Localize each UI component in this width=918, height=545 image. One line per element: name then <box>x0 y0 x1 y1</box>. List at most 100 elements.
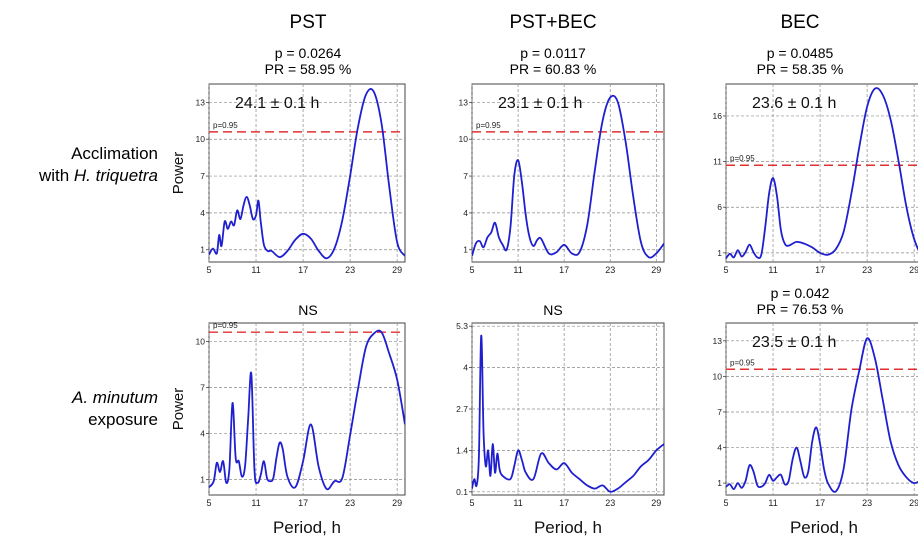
threshold-label: p=0.95 <box>730 154 755 163</box>
threshold-label: p=0.95 <box>213 121 238 130</box>
y-tick-label: 4 <box>463 363 468 373</box>
row-label-line: Acclimation <box>71 144 158 163</box>
x-tick-label: 11 <box>513 498 522 508</box>
pr-value: PR = 76.53 % <box>756 301 844 317</box>
x-axis-label: Period, h <box>790 518 858 537</box>
y-tick-label: 7 <box>200 171 205 181</box>
p-value: p = 0.0117 <box>520 45 586 61</box>
y-tick-label: 7 <box>717 407 722 417</box>
x-tick-label: 23 <box>862 265 872 275</box>
pr-value: PR = 60.83 % <box>509 61 597 77</box>
x-tick-label: 17 <box>559 498 569 508</box>
plot-frame <box>208 322 406 496</box>
row-label-line: A. minutum <box>0 387 158 409</box>
periodogram-panel: 5 11 17 23 29 1 4 7 10 13 p=0.95 24.1 ± 0.1 h Power <box>170 83 406 275</box>
power-curve <box>472 94 664 259</box>
x-tick-label: 5 <box>723 498 728 508</box>
column-title-pst-bec: PST+BEC <box>509 12 597 33</box>
y-tick-label: 11 <box>713 157 722 167</box>
threshold-label: p=0.95 <box>730 358 755 367</box>
y-axis-label: Power <box>170 152 187 195</box>
y-tick-label: 13 <box>459 97 469 107</box>
x-tick-label: 23 <box>345 498 355 508</box>
plot-frame <box>208 83 406 263</box>
x-tick-label: 11 <box>513 265 522 275</box>
species-name: H. triquetra <box>73 166 158 185</box>
y-tick-label: 1.4 <box>456 445 468 455</box>
x-tick-label: 5 <box>469 498 474 508</box>
x-tick-label: 23 <box>862 498 872 508</box>
period-estimate: 23.1 ± 0.1 h <box>498 95 582 112</box>
power-curve <box>472 334 664 493</box>
pr-value: PR = 58.35 % <box>756 61 844 77</box>
x-tick-label: 5 <box>723 265 728 275</box>
x-tick-label: 17 <box>559 265 569 275</box>
plot-frame <box>471 83 665 263</box>
x-tick-label: 5 <box>206 498 211 508</box>
threshold-label: p=0.95 <box>213 321 238 330</box>
y-tick-label: 2.7 <box>456 404 468 414</box>
y-tick-label: 0.1 <box>456 487 468 497</box>
ns-label: NS <box>298 302 318 318</box>
x-tick-label: 17 <box>815 498 825 508</box>
y-tick-label: 7 <box>200 383 205 393</box>
y-tick-label: 1 <box>717 248 722 258</box>
x-tick-label: 5 <box>206 265 211 275</box>
y-tick-label: 13 <box>713 336 723 346</box>
pr-value: PR = 58.95 % <box>264 61 352 77</box>
y-tick-label: 1 <box>717 478 722 488</box>
p-value: p = 0.0264 <box>274 45 342 61</box>
power-curve <box>209 329 405 491</box>
period-estimate: 23.6 ± 0.1 h <box>752 95 836 112</box>
x-tick-label: 11 <box>251 498 260 508</box>
x-tick-label: 29 <box>909 265 918 275</box>
x-tick-label: 23 <box>605 498 615 508</box>
x-tick-label: 11 <box>768 498 777 508</box>
y-tick-label: 4 <box>717 443 722 453</box>
ns-label: NS <box>543 302 563 318</box>
x-tick-label: 23 <box>345 265 355 275</box>
power-curve <box>726 87 918 260</box>
period-estimate: 24.1 ± 0.1 h <box>235 95 319 112</box>
species-name: A. minutum <box>72 388 158 407</box>
x-tick-label: 17 <box>815 265 825 275</box>
periodogram-panel: 5 11 17 23 29 1 4 7 10 13 p=0.95 23.1 ± 0.1 h <box>459 83 665 275</box>
row-label-line: with H. triquetra <box>0 165 158 187</box>
plot-frame <box>725 83 918 263</box>
row-label-prefix: with <box>38 166 74 185</box>
row-label-acclimation: Acclimation with H. triquetra <box>0 143 158 187</box>
y-tick-label: 4 <box>200 208 205 218</box>
x-tick-label: 17 <box>298 265 308 275</box>
x-tick-label: 17 <box>298 498 308 508</box>
x-axis-label: Period, h <box>534 518 602 537</box>
y-tick-label: 16 <box>713 111 723 121</box>
power-curve <box>209 88 405 260</box>
y-tick-label: 6 <box>717 202 722 212</box>
y-tick-label: 10 <box>196 336 206 346</box>
y-tick-label: 1 <box>200 245 205 255</box>
y-tick-label: 4 <box>463 208 468 218</box>
column-title-pst: PST <box>289 12 327 33</box>
period-estimate: 23.5 ± 0.1 h <box>752 334 836 351</box>
x-tick-label: 29 <box>392 265 402 275</box>
y-tick-label: 10 <box>459 134 469 144</box>
y-tick-label: 1 <box>200 475 205 485</box>
x-tick-label: 23 <box>605 265 615 275</box>
x-tick-label: 29 <box>651 498 661 508</box>
p-value: p = 0.0485 <box>766 45 834 61</box>
row-label-exposure: A. minutum exposure <box>0 387 158 431</box>
y-tick-label: 1 <box>463 245 468 255</box>
y-tick-label: 10 <box>196 134 206 144</box>
y-tick-label: 13 <box>196 97 206 107</box>
row-label-line: exposure <box>88 410 158 429</box>
x-tick-label: 5 <box>469 265 474 275</box>
y-tick-label: 7 <box>463 171 468 181</box>
y-tick-label: 5.3 <box>456 321 468 331</box>
periodogram-panel: 5 11 17 23 29 1 4 7 10 13 p=0.95 23.5 ± 0.1 h Period… <box>713 322 918 537</box>
x-tick-label: 11 <box>251 265 260 275</box>
periodogram-panel: 5 11 17 23 29 1 4 7 10 p=0.95 Power Period, h <box>170 321 406 537</box>
y-tick-label: 4 <box>200 429 205 439</box>
x-axis-label: Period, h <box>273 518 341 537</box>
